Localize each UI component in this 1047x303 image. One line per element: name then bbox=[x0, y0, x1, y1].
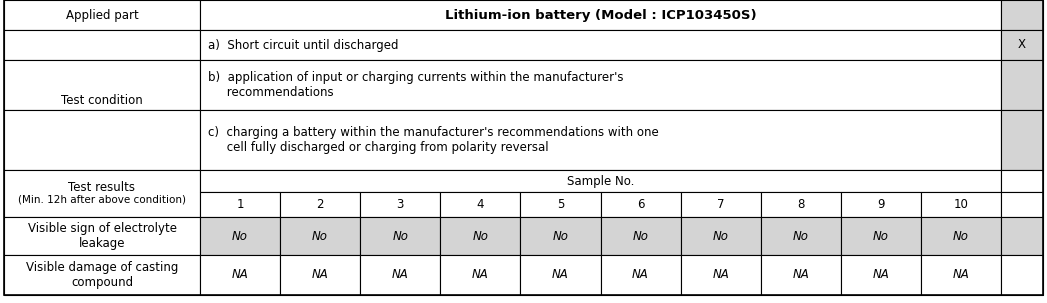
Bar bbox=[1001, 255, 1043, 295]
Bar bbox=[761, 192, 841, 217]
Bar bbox=[360, 217, 441, 255]
Text: b)  application of input or charging currents within the manufacturer's
     rec: b) application of input or charging curr… bbox=[208, 71, 624, 99]
Bar bbox=[921, 255, 1001, 295]
Bar bbox=[841, 255, 921, 295]
Text: 1: 1 bbox=[237, 198, 244, 211]
Text: 9: 9 bbox=[877, 198, 885, 211]
Bar bbox=[4, 217, 200, 255]
Bar bbox=[1001, 170, 1043, 192]
Bar bbox=[520, 192, 601, 217]
Bar bbox=[281, 255, 360, 295]
Text: Applied part: Applied part bbox=[66, 8, 138, 22]
Text: Lithium-ion battery (Model : ICP103450S): Lithium-ion battery (Model : ICP103450S) bbox=[445, 8, 756, 22]
Bar bbox=[520, 217, 601, 255]
Bar bbox=[4, 255, 200, 295]
Bar bbox=[360, 192, 441, 217]
Text: No: No bbox=[953, 229, 968, 242]
Text: c)  charging a battery within the manufacturer's recommendations with one
     c: c) charging a battery within the manufac… bbox=[208, 126, 659, 154]
Text: Test results: Test results bbox=[68, 181, 135, 194]
Bar bbox=[761, 217, 841, 255]
Text: No: No bbox=[393, 229, 408, 242]
Text: No: No bbox=[312, 229, 328, 242]
Text: NA: NA bbox=[872, 268, 889, 281]
Text: No: No bbox=[472, 229, 488, 242]
Text: NA: NA bbox=[231, 268, 248, 281]
Text: NA: NA bbox=[712, 268, 729, 281]
Text: Sample No.: Sample No. bbox=[566, 175, 634, 188]
Bar bbox=[4, 30, 200, 60]
Text: No: No bbox=[632, 229, 648, 242]
Text: 3: 3 bbox=[397, 198, 404, 211]
Bar bbox=[441, 192, 520, 217]
Text: 8: 8 bbox=[797, 198, 804, 211]
Bar bbox=[200, 110, 1001, 170]
Bar bbox=[441, 217, 520, 255]
Bar bbox=[200, 30, 1001, 60]
Text: 10: 10 bbox=[954, 198, 968, 211]
Text: Visible sign of electrolyte
leakage: Visible sign of electrolyte leakage bbox=[27, 222, 177, 250]
Bar bbox=[1001, 30, 1043, 60]
Text: NA: NA bbox=[392, 268, 408, 281]
Text: NA: NA bbox=[552, 268, 569, 281]
Text: NA: NA bbox=[953, 268, 970, 281]
Text: a)  Short circuit until discharged: a) Short circuit until discharged bbox=[208, 38, 399, 52]
Bar bbox=[841, 192, 921, 217]
Bar bbox=[441, 255, 520, 295]
Bar bbox=[681, 255, 761, 295]
Bar bbox=[1001, 192, 1043, 217]
Bar bbox=[841, 217, 921, 255]
Bar bbox=[761, 255, 841, 295]
Bar bbox=[4, 170, 200, 217]
Bar bbox=[601, 192, 681, 217]
Text: Visible damage of casting
compound: Visible damage of casting compound bbox=[26, 261, 178, 289]
Bar bbox=[4, 110, 200, 170]
Text: NA: NA bbox=[632, 268, 649, 281]
Text: Test condition: Test condition bbox=[61, 94, 142, 106]
Bar bbox=[200, 170, 1001, 192]
Text: 7: 7 bbox=[717, 198, 725, 211]
Text: No: No bbox=[713, 229, 729, 242]
Text: (Min. 12h after above condition): (Min. 12h after above condition) bbox=[18, 195, 186, 205]
Text: No: No bbox=[793, 229, 808, 242]
Bar bbox=[281, 192, 360, 217]
Text: NA: NA bbox=[793, 268, 809, 281]
Text: 5: 5 bbox=[557, 198, 564, 211]
Bar bbox=[4, 0, 200, 30]
Bar bbox=[921, 217, 1001, 255]
Bar bbox=[1001, 60, 1043, 110]
Text: No: No bbox=[553, 229, 569, 242]
Bar bbox=[1001, 110, 1043, 170]
Text: 4: 4 bbox=[476, 198, 484, 211]
Bar bbox=[200, 60, 1001, 110]
Text: 6: 6 bbox=[637, 198, 644, 211]
Bar bbox=[681, 192, 761, 217]
Bar bbox=[520, 255, 601, 295]
Bar bbox=[4, 60, 200, 110]
Text: X: X bbox=[1018, 38, 1026, 52]
Bar bbox=[681, 217, 761, 255]
Bar bbox=[200, 255, 281, 295]
Text: NA: NA bbox=[312, 268, 329, 281]
Text: 2: 2 bbox=[316, 198, 324, 211]
Bar bbox=[200, 0, 1001, 30]
Bar bbox=[200, 192, 281, 217]
Bar bbox=[200, 217, 281, 255]
Text: No: No bbox=[232, 229, 248, 242]
Bar bbox=[601, 217, 681, 255]
Bar bbox=[1001, 0, 1043, 30]
Bar bbox=[281, 217, 360, 255]
Bar bbox=[1001, 217, 1043, 255]
Text: No: No bbox=[873, 229, 889, 242]
Bar bbox=[921, 192, 1001, 217]
Text: NA: NA bbox=[472, 268, 489, 281]
Bar bbox=[360, 255, 441, 295]
Bar bbox=[601, 255, 681, 295]
